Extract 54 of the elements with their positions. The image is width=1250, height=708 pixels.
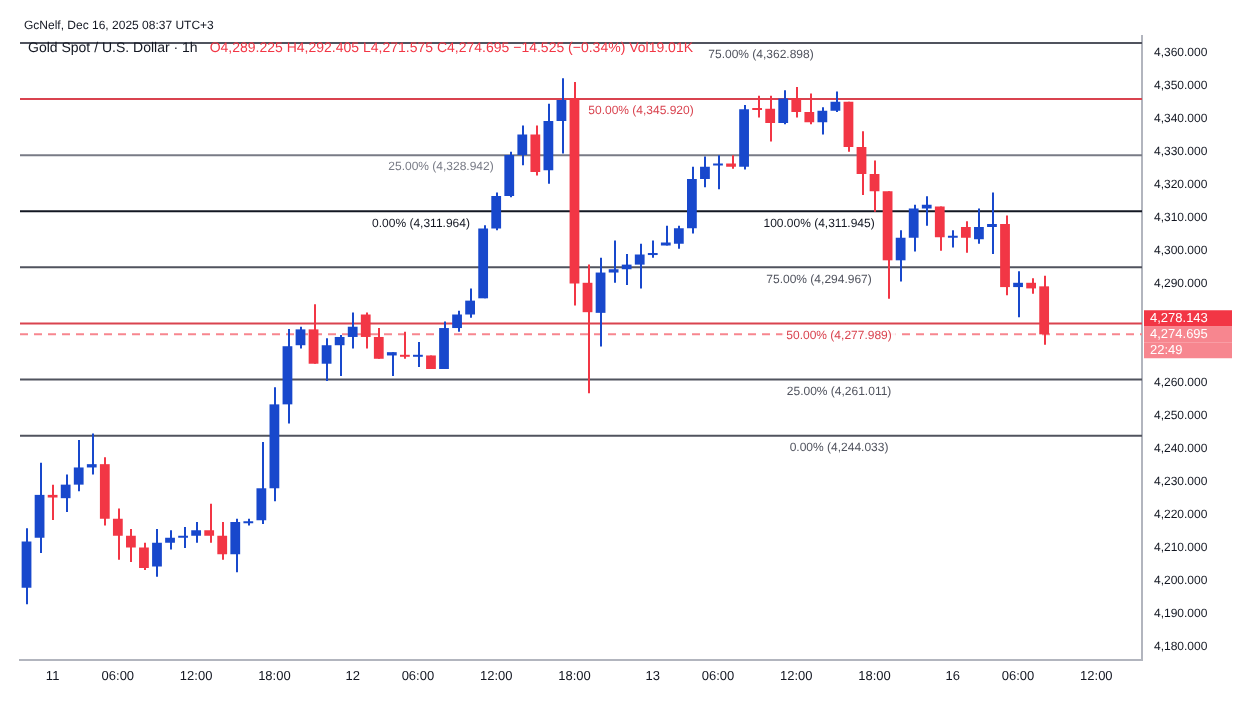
candlestick — [504, 150, 515, 199]
candlestick — [465, 287, 475, 319]
candlestick — [112, 507, 123, 561]
candlestick — [34, 461, 45, 555]
candlestick — [830, 90, 841, 113]
candlestick — [139, 541, 149, 571]
candlestick — [1013, 270, 1023, 319]
candlestick — [399, 330, 410, 360]
candlestick — [295, 325, 306, 350]
candlestick — [21, 527, 32, 606]
candlestick — [908, 203, 919, 253]
candlestick — [517, 124, 528, 167]
candlestick — [856, 130, 867, 196]
candlestick — [791, 85, 802, 119]
candlestick — [439, 320, 449, 371]
candlestick — [582, 263, 593, 395]
candlestick — [530, 124, 541, 177]
candlestick — [347, 311, 358, 350]
candlestick — [491, 191, 502, 232]
candlestick — [608, 239, 619, 284]
candlestick — [987, 191, 997, 256]
candlestick — [713, 154, 723, 191]
candlestick — [152, 527, 162, 578]
candlestick — [934, 205, 945, 252]
candlestick — [804, 92, 815, 126]
candlestick — [817, 106, 828, 136]
candlestick — [700, 155, 710, 189]
candlestick — [47, 483, 58, 521]
candlestick — [595, 256, 606, 348]
candlestick — [778, 89, 789, 126]
candlestick — [452, 309, 462, 333]
candlestick — [165, 529, 175, 551]
candlestick — [60, 473, 71, 514]
candlestick — [217, 520, 228, 561]
candlestick — [86, 432, 97, 476]
candlestick — [413, 340, 423, 369]
candlestick — [73, 439, 84, 493]
candlestick — [191, 520, 202, 544]
candlestick — [178, 525, 188, 550]
candlestick — [256, 441, 267, 525]
candlestick — [843, 100, 854, 153]
candlestick — [360, 311, 371, 350]
candlestick — [321, 337, 332, 382]
candlestick — [386, 351, 397, 377]
candlestick — [373, 327, 384, 360]
candlestick — [126, 527, 136, 563]
candlestick — [204, 502, 215, 544]
candlestick — [960, 220, 971, 254]
candlestick — [334, 333, 345, 377]
candlestick — [308, 303, 319, 365]
candlestick — [869, 159, 880, 213]
candlestick — [895, 229, 906, 283]
candlestick — [556, 77, 567, 155]
candlestick — [974, 207, 984, 245]
